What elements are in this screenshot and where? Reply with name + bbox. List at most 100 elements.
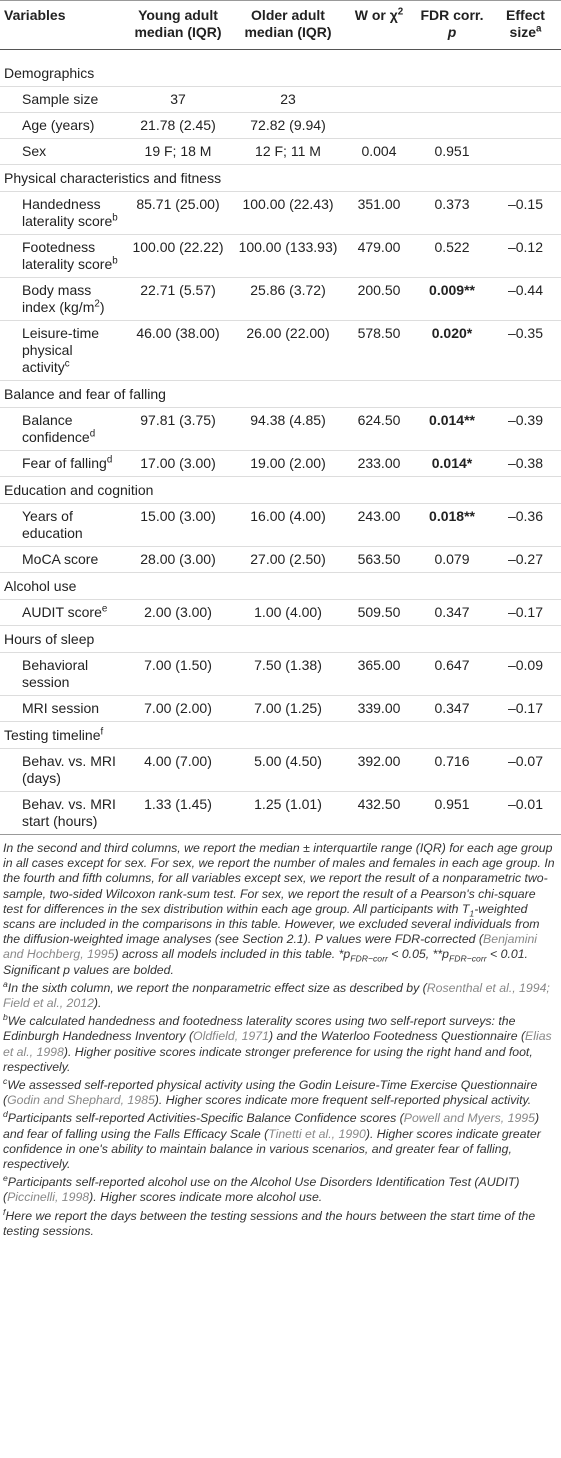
cell: –0.01 [490, 791, 561, 835]
cell-text: Older adult median (IQR) [244, 7, 332, 40]
data-row: Handedness laterality scoreb 85.71 (25.00… [0, 191, 561, 235]
column-header: FDR corr. p [414, 0, 490, 50]
bold-text: 0.018** [429, 508, 475, 524]
cell-text: 26.00 (22.00) [246, 325, 330, 341]
section-row: Balance and fear of falling [0, 380, 561, 408]
cell-text: MRI session [22, 700, 100, 716]
cell [490, 138, 561, 165]
reference[interactable]: Elias et al., 1998 [3, 1029, 552, 1059]
text: We calculated handedness and footedness … [3, 1014, 516, 1044]
column-header: Variables [0, 0, 124, 50]
cell-text: –0.35 [507, 325, 544, 341]
text: Footedness laterality score [22, 239, 113, 272]
cell: –0.17 [490, 695, 561, 722]
cell-text: Years of education [22, 508, 83, 541]
text: W or χ [354, 7, 398, 23]
cell-text: 0.716 [434, 753, 470, 769]
superscript: b [112, 255, 118, 267]
cell: 12 F; 11 M [232, 138, 344, 165]
row-label: Behavioral session [0, 652, 124, 696]
cell-text: –0.15 [507, 196, 544, 212]
cell: 7.00 (2.00) [124, 695, 232, 722]
cell-text: 432.50 [357, 796, 401, 812]
section-title: Testing timelinef [0, 721, 561, 749]
reference[interactable]: Godin and Shephard, 1985 [7, 1093, 155, 1108]
subscript: 1 [469, 908, 475, 919]
cell: –0.27 [490, 546, 561, 573]
cell-text: –0.01 [507, 796, 544, 812]
cell: 233.00 [344, 450, 414, 477]
reference[interactable]: Powell and Myers, 1995 [403, 1111, 535, 1126]
cell-text: 100.00 (22.43) [242, 196, 334, 212]
cell: 46.00 (38.00) [124, 320, 232, 381]
cell: 15.00 (3.00) [124, 503, 232, 547]
footnote: dParticipants self-reported Activities-S… [3, 1110, 558, 1172]
cell-text: Alcohol use [4, 578, 77, 594]
cell-text: 94.38 (4.85) [250, 412, 326, 428]
data-table: Variables Young adult median (IQR) Older a… [0, 0, 561, 835]
footnotes: In the second and third columns, we repo… [0, 835, 561, 1239]
cell-text: 243.00 [357, 508, 401, 524]
cell: 0.009** [414, 277, 490, 321]
cell: 7.50 (1.38) [232, 652, 344, 696]
reference[interactable]: Benjamini and Hochberg, 1995 [3, 932, 538, 962]
row-label: MRI session [0, 695, 124, 722]
reference[interactable]: Oldfield, 1971 [193, 1029, 269, 1044]
cell: 26.00 (22.00) [232, 320, 344, 381]
cell-text: –0.44 [507, 282, 544, 298]
data-row: Behav. vs. MRI (days) 4.00 (7.00) 5.00 (4.… [0, 748, 561, 792]
reference[interactable]: Rosenthal et al., 1994; Field et al., 20… [3, 980, 550, 1011]
reference[interactable]: Tinetti et al., 1990 [268, 1126, 366, 1141]
cell: 19 F; 18 M [124, 138, 232, 165]
row-label: Leisure-time physical activityc [0, 320, 124, 381]
text: ). [93, 996, 102, 1011]
footnote: fHere we report the days between the tes… [3, 1207, 558, 1239]
cell-text: 7.00 (2.00) [144, 700, 212, 716]
cell-text: Demographics [4, 65, 95, 81]
cell-text: 509.50 [357, 604, 401, 620]
reference[interactable]: Piccinelli, 1998 [7, 1190, 90, 1205]
text: Participants self-reported Activities-Sp… [7, 1111, 404, 1126]
cell: 0.716 [414, 748, 490, 792]
text: ) and fear of falling using the Falls Ef… [3, 1111, 540, 1141]
cell-text: 22.71 (5.57) [140, 282, 216, 298]
header-row: Variables Young adult median (IQR) Older a… [0, 0, 561, 50]
cell: –0.38 [490, 450, 561, 477]
data-row: Sex 19 F; 18 M 12 F; 11 M 0.004 0.951 [0, 138, 561, 165]
cell-text: 15.00 (3.00) [140, 508, 216, 524]
bold-text: 0.014* [431, 455, 473, 471]
superscript: e [3, 1173, 8, 1184]
cell: 0.004 [344, 138, 414, 165]
cell: 7.00 (1.25) [232, 695, 344, 722]
text: In the sixth column, we report the nonpa… [7, 980, 427, 995]
cell: 100.00 (22.43) [232, 191, 344, 235]
cell-text: 97.81 (3.75) [140, 412, 216, 428]
cell-text: 7.00 (1.50) [144, 657, 212, 673]
cell-text: 2.00 (3.00) [144, 604, 212, 620]
spacer-row [0, 50, 561, 61]
cell: 4.00 (7.00) [124, 748, 232, 792]
cell-text: 17.00 (3.00) [140, 455, 216, 471]
footnote: eParticipants self-reported alcohol use … [3, 1173, 558, 1205]
cell: 25.86 (3.72) [232, 277, 344, 321]
cell: 0.951 [414, 791, 490, 835]
text: ) [99, 299, 105, 315]
row-label: Behav. vs. MRI start (hours) [0, 791, 124, 835]
cell: –0.35 [490, 320, 561, 381]
row-label: Behav. vs. MRI (days) [0, 748, 124, 792]
section-row: Hours of sleep [0, 625, 561, 653]
text: Body mass index (kg/m [22, 282, 95, 315]
cell: 17.00 (3.00) [124, 450, 232, 477]
cell-text: 21.78 (2.45) [140, 117, 216, 133]
superscript: 2 [397, 6, 404, 18]
text: ). Higher scores indicate more alcohol u… [89, 1190, 323, 1205]
section-title: Education and cognition [0, 476, 561, 504]
cell-text: Behav. vs. MRI start (hours) [22, 796, 116, 829]
cell-text: 85.71 (25.00) [136, 196, 220, 212]
text: ) across all models included in this tab… [114, 947, 351, 962]
cell-text: –0.39 [507, 412, 544, 428]
text: We assessed self-reported physical activ… [3, 1078, 538, 1108]
row-label: Sample size [0, 86, 124, 113]
cell: 5.00 (4.50) [232, 748, 344, 792]
